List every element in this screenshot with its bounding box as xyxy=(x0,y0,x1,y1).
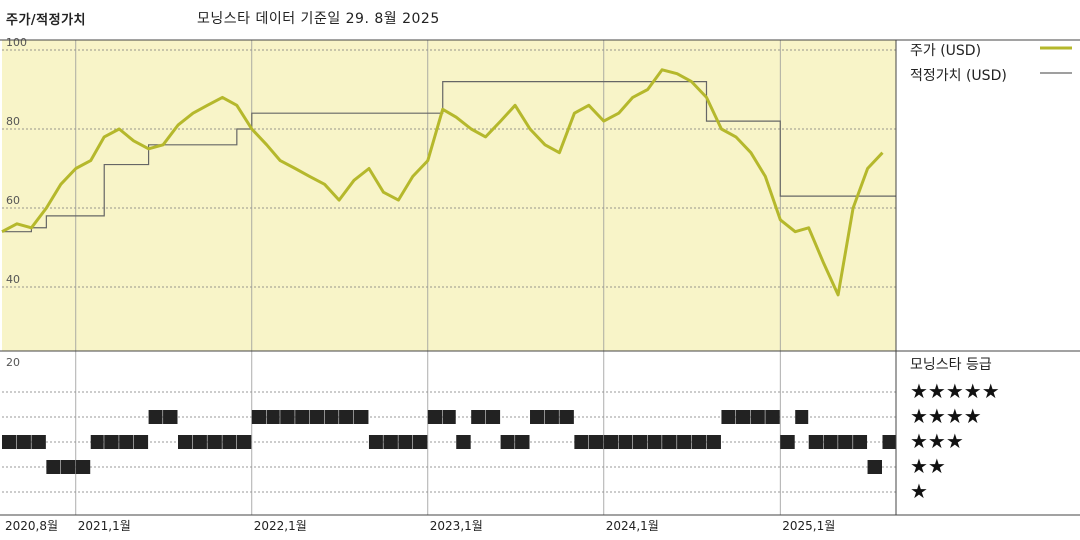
rating-1-star: ★ xyxy=(910,479,928,503)
y-tick-labels: 40 60 80 100 20 xyxy=(6,36,27,369)
rating-bar xyxy=(412,435,428,449)
rating-bar xyxy=(2,435,17,449)
rating-bar xyxy=(60,460,76,474)
rating-2-stars: ★★ xyxy=(910,454,946,478)
rating-bar xyxy=(75,460,91,474)
rating-bar xyxy=(574,435,589,449)
fair-value-line xyxy=(2,81,896,233)
rating-3-stars: ★★★ xyxy=(910,429,964,453)
rating-bar xyxy=(867,460,882,474)
rating-bar xyxy=(691,435,706,449)
rating-5-stars: ★★★★★ xyxy=(910,379,1000,403)
rating-bar xyxy=(544,410,559,424)
y-tick-label: 60 xyxy=(6,194,20,207)
rating-bar xyxy=(90,435,104,449)
rating-bar xyxy=(706,435,721,449)
fair-value-path xyxy=(2,81,896,233)
rating-bar xyxy=(133,435,149,449)
rating-bar xyxy=(530,410,545,424)
x-tick-label: 2020,8월 xyxy=(5,519,58,533)
rating-bar xyxy=(795,410,809,424)
rating-bar xyxy=(677,435,692,449)
rating-bar xyxy=(427,410,443,424)
rating-bar xyxy=(632,435,648,449)
rating-bar xyxy=(721,410,736,424)
x-tick-label: 2023,1월 xyxy=(430,519,483,533)
price-plot-area xyxy=(2,40,896,351)
rating-bar xyxy=(207,435,222,449)
x-tick-label: 2021,1월 xyxy=(78,519,131,533)
rating-bar xyxy=(295,410,310,424)
y-tick-label: 100 xyxy=(6,36,27,49)
rating-bar xyxy=(383,435,398,449)
rating-bar xyxy=(500,435,515,449)
rating-bar xyxy=(853,435,868,449)
rating-bar xyxy=(266,410,280,424)
rating-bar xyxy=(838,435,853,449)
rating-bar xyxy=(485,410,501,424)
rating-panel-label: 20 xyxy=(6,356,20,369)
rating-bar xyxy=(46,460,61,474)
rating-bar xyxy=(882,435,896,449)
rating-plot-area xyxy=(2,351,896,515)
y-tick-label: 80 xyxy=(6,115,20,128)
rating-bar xyxy=(618,435,633,449)
rating-bar xyxy=(324,410,339,424)
rating-bar xyxy=(515,435,530,449)
rating-bar xyxy=(192,435,207,449)
rating-bar xyxy=(339,410,354,424)
y-tick-label: 40 xyxy=(6,273,20,286)
rating-bars xyxy=(2,410,896,474)
rating-bar xyxy=(823,435,838,449)
rating-bar xyxy=(163,410,178,424)
rating-4-stars: ★★★★ xyxy=(910,404,982,428)
x-tick-labels: 2020,8월 2021,1월 2022,1월 2023,1월 2024,1월 2025,… xyxy=(5,519,835,533)
rating-bar xyxy=(750,410,765,424)
rating-title: 모닝스타 등급 xyxy=(910,357,992,373)
data-date-label: 모닝스타 데이터 기준일 29. 8월 2025 xyxy=(197,11,440,27)
rating-bar xyxy=(16,435,31,449)
legend-price-label: 주가 (USD) xyxy=(910,43,982,59)
rating-bar xyxy=(471,410,486,424)
x-tick-label: 2022,1월 xyxy=(254,519,307,533)
x-tick-label: 2024,1월 xyxy=(606,519,659,533)
rating-bar xyxy=(559,410,574,424)
rating-bar xyxy=(398,435,413,449)
legend-fair-value-label: 적정가치 (USD) xyxy=(910,68,1007,84)
rating-bar xyxy=(251,410,267,424)
rating-bar xyxy=(780,435,795,449)
rating-bar xyxy=(354,410,369,424)
rating-bar xyxy=(280,410,295,424)
rating-bar xyxy=(119,435,134,449)
rating-bar xyxy=(148,410,163,424)
rating-bar xyxy=(368,435,383,449)
rating-bar xyxy=(104,435,119,449)
rating-bar xyxy=(31,435,46,449)
rating-bar xyxy=(588,435,604,449)
rating-bar xyxy=(178,435,193,449)
rating-bar xyxy=(309,410,325,424)
rating-bar xyxy=(603,435,619,449)
x-tick-label: 2025,1월 xyxy=(782,519,835,533)
rating-bar xyxy=(662,435,677,449)
rating-bar xyxy=(808,435,824,449)
rating-bar xyxy=(647,435,662,449)
price-path xyxy=(1,68,884,297)
rating-bar xyxy=(765,410,780,424)
rating-bar xyxy=(236,435,252,449)
rating-bar xyxy=(442,410,456,424)
rating-bar xyxy=(222,435,237,449)
rating-bar xyxy=(735,410,751,424)
price-line xyxy=(1,68,884,297)
rating-bar xyxy=(456,435,471,449)
chart-title: 주가/적정가치 xyxy=(6,13,87,28)
